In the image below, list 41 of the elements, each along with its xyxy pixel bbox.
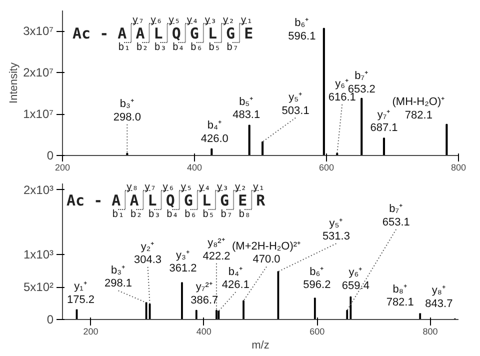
annotation: b₁ b₂ b₃ b₄ b₆ b₅ b₇ b₈ bbox=[112, 209, 251, 220]
x-tick-label: 600 bbox=[318, 162, 334, 172]
annotation: b₃⁺ 298.0 bbox=[113, 98, 141, 124]
x-tick-label: 800 bbox=[422, 326, 438, 336]
annotation: b₇⁺ 653.1 bbox=[382, 203, 410, 228]
annotation: b₄⁺ 426.1 bbox=[222, 266, 250, 292]
annotation: Ac - A A L Q G L G E R bbox=[66, 192, 266, 210]
y-tick-label: 1x10³ bbox=[23, 248, 54, 262]
x-tick-label: 800 bbox=[450, 162, 466, 172]
annotation: y₃⁺ 361.2 bbox=[169, 249, 197, 275]
y-tick-label: 1x10⁷ bbox=[23, 107, 54, 122]
annotation: y₈⁺ 843.7 bbox=[425, 284, 453, 310]
annotation: Ac - A A L Q G L G E bbox=[72, 24, 254, 42]
annotation: y₇ y₆ y₅ y₄ y₃ y₂ y₁ bbox=[132, 15, 253, 26]
annotation: y₇²⁺ 386.7 bbox=[190, 281, 218, 306]
annotation: y₆⁺ 659.4 bbox=[342, 266, 370, 292]
y-tick-label: 2x10⁷ bbox=[23, 66, 54, 80]
y-tick-label: 0 bbox=[46, 312, 54, 326]
y-tick-label: 3x10⁷ bbox=[23, 24, 54, 38]
x-axis-title: m/z bbox=[252, 340, 270, 352]
annotation: y₈ y₇ y₆ y₅ y₄ y₃ y₂ y₁ bbox=[126, 182, 265, 193]
annotation: y₁⁺ 175.2 bbox=[66, 280, 95, 306]
annotation: y₅⁺ 503.1 bbox=[282, 92, 310, 117]
x-tick-label: 200 bbox=[83, 326, 98, 336]
annotation: b₁ b₂ b₃ b₄ b₆ b₅ b₇ bbox=[118, 42, 239, 53]
annotation: b₄⁺ 426.0 bbox=[200, 120, 228, 145]
x-tick-label: 600 bbox=[310, 326, 325, 336]
y-tick-label: 5x10² bbox=[23, 280, 54, 294]
annotation: b₃⁺ 298.1 bbox=[104, 264, 132, 290]
annotation: y₂⁺ 304.3 bbox=[134, 240, 162, 266]
x-tick-label: 400 bbox=[196, 326, 212, 336]
annotation: b₆⁺ 596.2 bbox=[303, 266, 331, 292]
x-tick-label: 400 bbox=[186, 162, 202, 172]
annotation: b₅⁺ 483.1 bbox=[232, 96, 260, 122]
y-axis-title: Intensity bbox=[8, 62, 20, 104]
x-tick-label: 200 bbox=[54, 162, 70, 172]
y-tick-label: 2x10³ bbox=[23, 182, 54, 197]
annotation: y₅⁺ 531.3 bbox=[322, 217, 350, 243]
y-tick-label: 0 bbox=[46, 148, 54, 162]
annotation: b₈⁺ 782.1 bbox=[386, 283, 414, 309]
annotation: b₆⁺ 596.1 bbox=[288, 17, 316, 42]
